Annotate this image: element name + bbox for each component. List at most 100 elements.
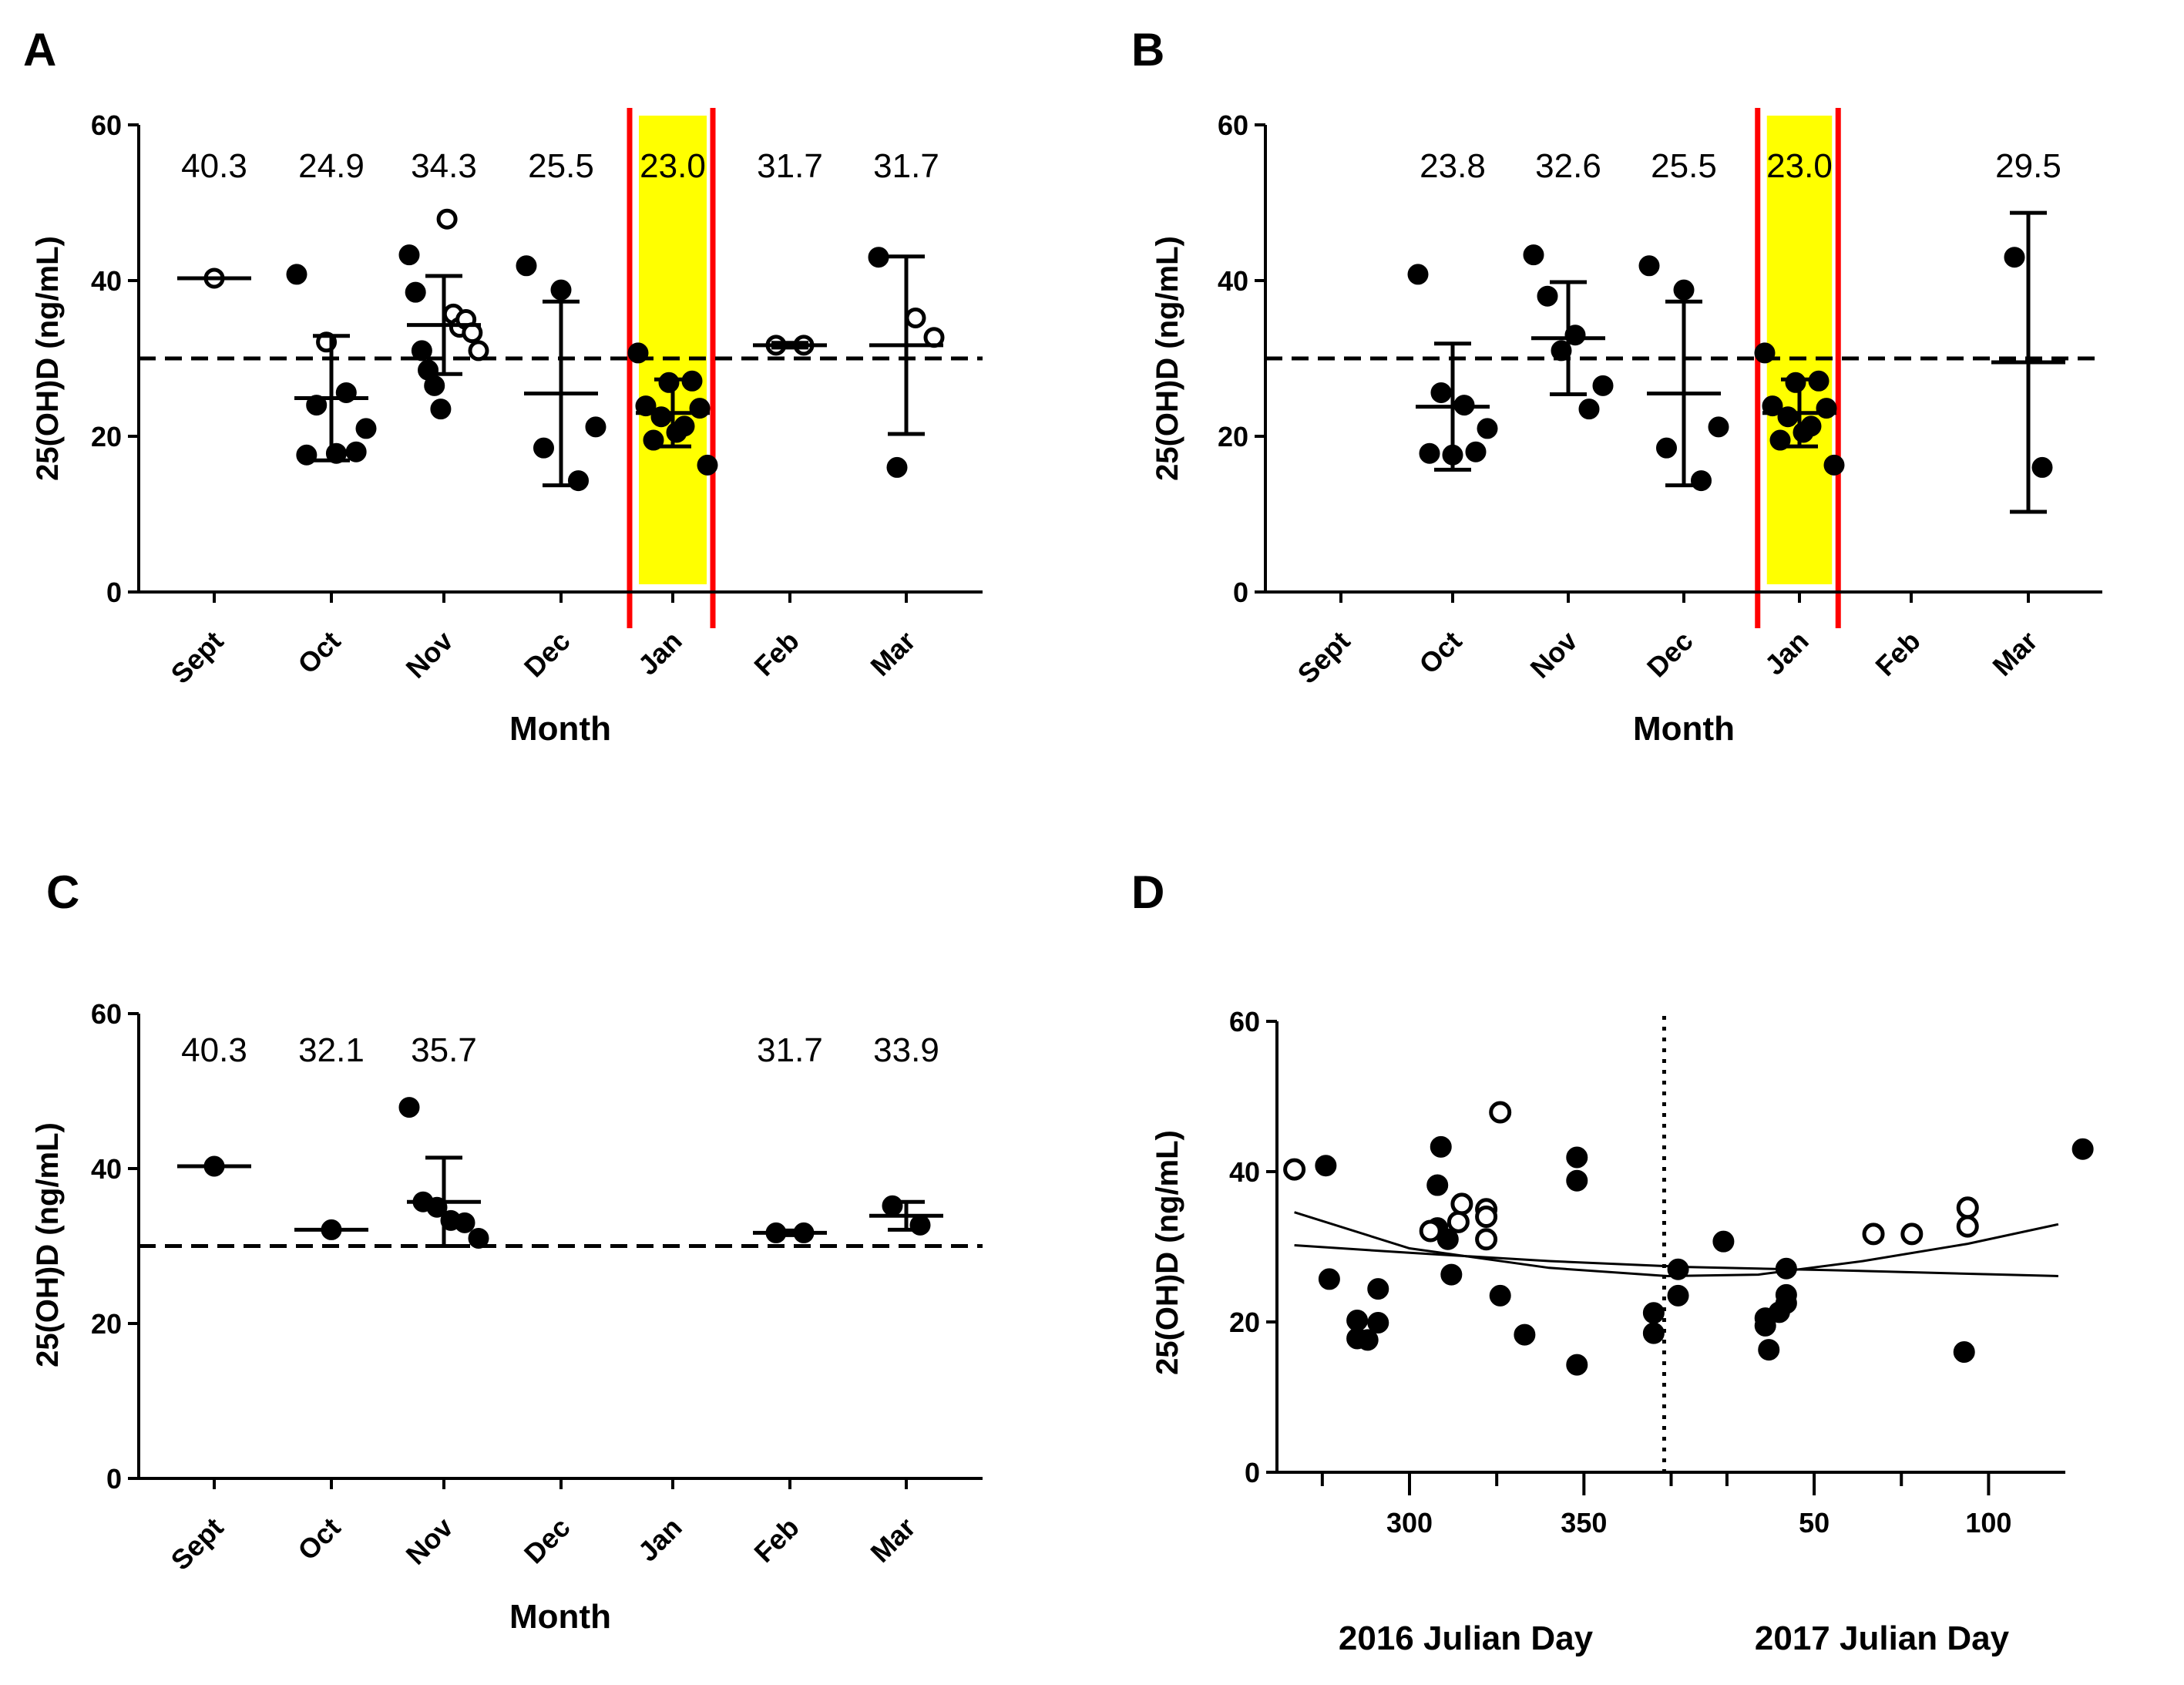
x-tick-label-C-nov: Nov (400, 1512, 459, 1571)
y-tick-label-A-20: 20 (91, 421, 122, 452)
open-point-D (1489, 1101, 1512, 1124)
filled-point-A-jan (674, 415, 695, 437)
filled-point-B-dec (1638, 255, 1660, 277)
filled-point-A-dec (533, 437, 554, 459)
filled-point-D (1667, 1258, 1689, 1280)
mean-label-A-feb: 31.7 (757, 147, 823, 185)
filled-point-D (1566, 1354, 1588, 1376)
x-axis-title-c: Month (509, 1598, 611, 1636)
filled-point-A-oct (355, 418, 377, 439)
x-tick-label-C-jan: Jan (632, 1512, 688, 1568)
filled-point-B-jan (1777, 406, 1799, 428)
x-tick-label-A-oct: Oct (291, 625, 346, 680)
filled-point-A-dec (550, 279, 572, 301)
open-point-D (1475, 1206, 1498, 1228)
y-axis-title-b: 25(OH)D (ng/mL) (1151, 236, 1184, 481)
y-tick-label-C-60: 60 (91, 998, 122, 1030)
filled-point-D (1667, 1284, 1689, 1307)
mean-label-B-oct: 23.8 (1420, 147, 1486, 185)
filled-point-D (1440, 1263, 1463, 1286)
y-tick-label-A-60: 60 (91, 109, 122, 141)
panel-label-d: D (1131, 866, 1164, 918)
filled-point-A-jan (650, 406, 672, 428)
panel-c: C 25(OH)D (ng/mL) Month 0 20 40 60 Sept Oct No… (31, 866, 983, 1636)
filled-point-B-dec (1708, 416, 1729, 438)
filled-point-B-nov (1523, 244, 1544, 266)
filled-point-C-nov (454, 1212, 475, 1233)
y-tick-label-B-0: 0 (1233, 577, 1248, 608)
panel-label-a: A (23, 24, 56, 76)
filled-point-B-jan (1800, 415, 1822, 437)
filled-point-B-oct (1477, 418, 1498, 439)
filled-point-B-jan (1754, 342, 1776, 364)
filled-point-D (1367, 1311, 1389, 1334)
filled-point-A-mar (868, 247, 889, 268)
filled-point-A-jan (697, 454, 718, 476)
filled-point-D (1758, 1339, 1780, 1361)
x-tick-label-D-100: 100 (1965, 1507, 2011, 1539)
x-tick-label-A-feb: Feb (748, 625, 805, 682)
x-tick-label-B-oct: Oct (1413, 625, 1467, 680)
filled-point-A-mar (886, 456, 908, 478)
filled-point-B-mar (2031, 456, 2053, 478)
x-tick-label-D-350: 350 (1561, 1507, 1607, 1539)
filled-point-B-mar (2004, 247, 2025, 268)
mean-label-C-oct: 32.1 (298, 1031, 365, 1069)
open-point-A-nov (436, 208, 458, 230)
mean-label-A-dec: 25.5 (528, 147, 594, 185)
filled-point-B-jan (1769, 429, 1791, 451)
x-tick-label-D-300: 300 (1386, 1507, 1433, 1539)
x-tick-label-B-dec: Dec (1641, 625, 1699, 684)
filled-point-D (1315, 1155, 1337, 1177)
y-tick-label-B-60: 60 (1218, 109, 1248, 141)
mean-label-A-sept: 40.3 (181, 147, 247, 185)
x-tick-label-D-50: 50 (1799, 1507, 1830, 1539)
highlight-band-A (639, 116, 707, 584)
panel-label-c: C (46, 866, 79, 918)
y-tick-label-C-20: 20 (91, 1308, 122, 1340)
x-tick-label-A-sept: Sept (165, 625, 230, 690)
filled-point-A-jan (627, 342, 649, 364)
filled-point-C-nov (468, 1227, 489, 1249)
filled-point-D (1430, 1135, 1452, 1158)
mean-label-A-jan: 23.0 (640, 147, 706, 185)
filled-point-B-oct (1407, 264, 1429, 285)
filled-point-A-nov (430, 399, 452, 420)
filled-point-D (1346, 1310, 1369, 1332)
filled-point-A-nov (398, 244, 420, 266)
filled-point-D (1775, 1257, 1797, 1280)
x-axis-title-b: Month (1633, 710, 1735, 748)
filled-point-D (1642, 1322, 1665, 1344)
filled-point-D (1489, 1284, 1511, 1307)
filled-point-B-oct (1465, 441, 1487, 462)
panel-b: B 25(OH)D (ng/mL) Month 0 20 40 60 Sept Oct No… (1131, 24, 2102, 748)
x-tick-label-C-oct: Oct (291, 1512, 346, 1566)
filled-point-A-jan (643, 429, 664, 451)
filled-point-D (1775, 1283, 1797, 1306)
open-point-D (1475, 1228, 1498, 1251)
y-tick-label-C-0: 0 (106, 1463, 122, 1495)
y-tick-label-D-60: 60 (1229, 1006, 1260, 1038)
filled-point-B-jan (1785, 372, 1806, 393)
mean-label-B-mar: 29.5 (1995, 147, 2061, 185)
filled-point-B-oct (1430, 382, 1452, 403)
mean-label-A-mar: 31.7 (873, 147, 939, 185)
open-point-D (1900, 1223, 1924, 1246)
x-tick-label-A-mar: Mar (864, 625, 921, 682)
filled-point-A-dec (585, 416, 606, 438)
x-tick-label-A-dec: Dec (518, 625, 576, 684)
x-tick-label-B-jan: Jan (1759, 625, 1815, 681)
open-point-D (1419, 1219, 1442, 1243)
filled-point-D (1514, 1323, 1536, 1346)
filled-point-D (1953, 1341, 1975, 1363)
filled-point-A-dec (516, 255, 537, 277)
mean-label-B-nov: 32.6 (1535, 147, 1601, 185)
y-tick-label-B-40: 40 (1218, 265, 1248, 297)
x-tick-label-C-sept: Sept (165, 1512, 230, 1576)
x-axis-title-d-2017: 2017 Julian Day (1755, 1619, 2010, 1657)
filled-point-D (1642, 1302, 1665, 1324)
filled-point-B-jan (1823, 454, 1845, 476)
y-tick-label-D-0: 0 (1245, 1457, 1260, 1488)
x-tick-label-A-jan: Jan (632, 625, 688, 681)
